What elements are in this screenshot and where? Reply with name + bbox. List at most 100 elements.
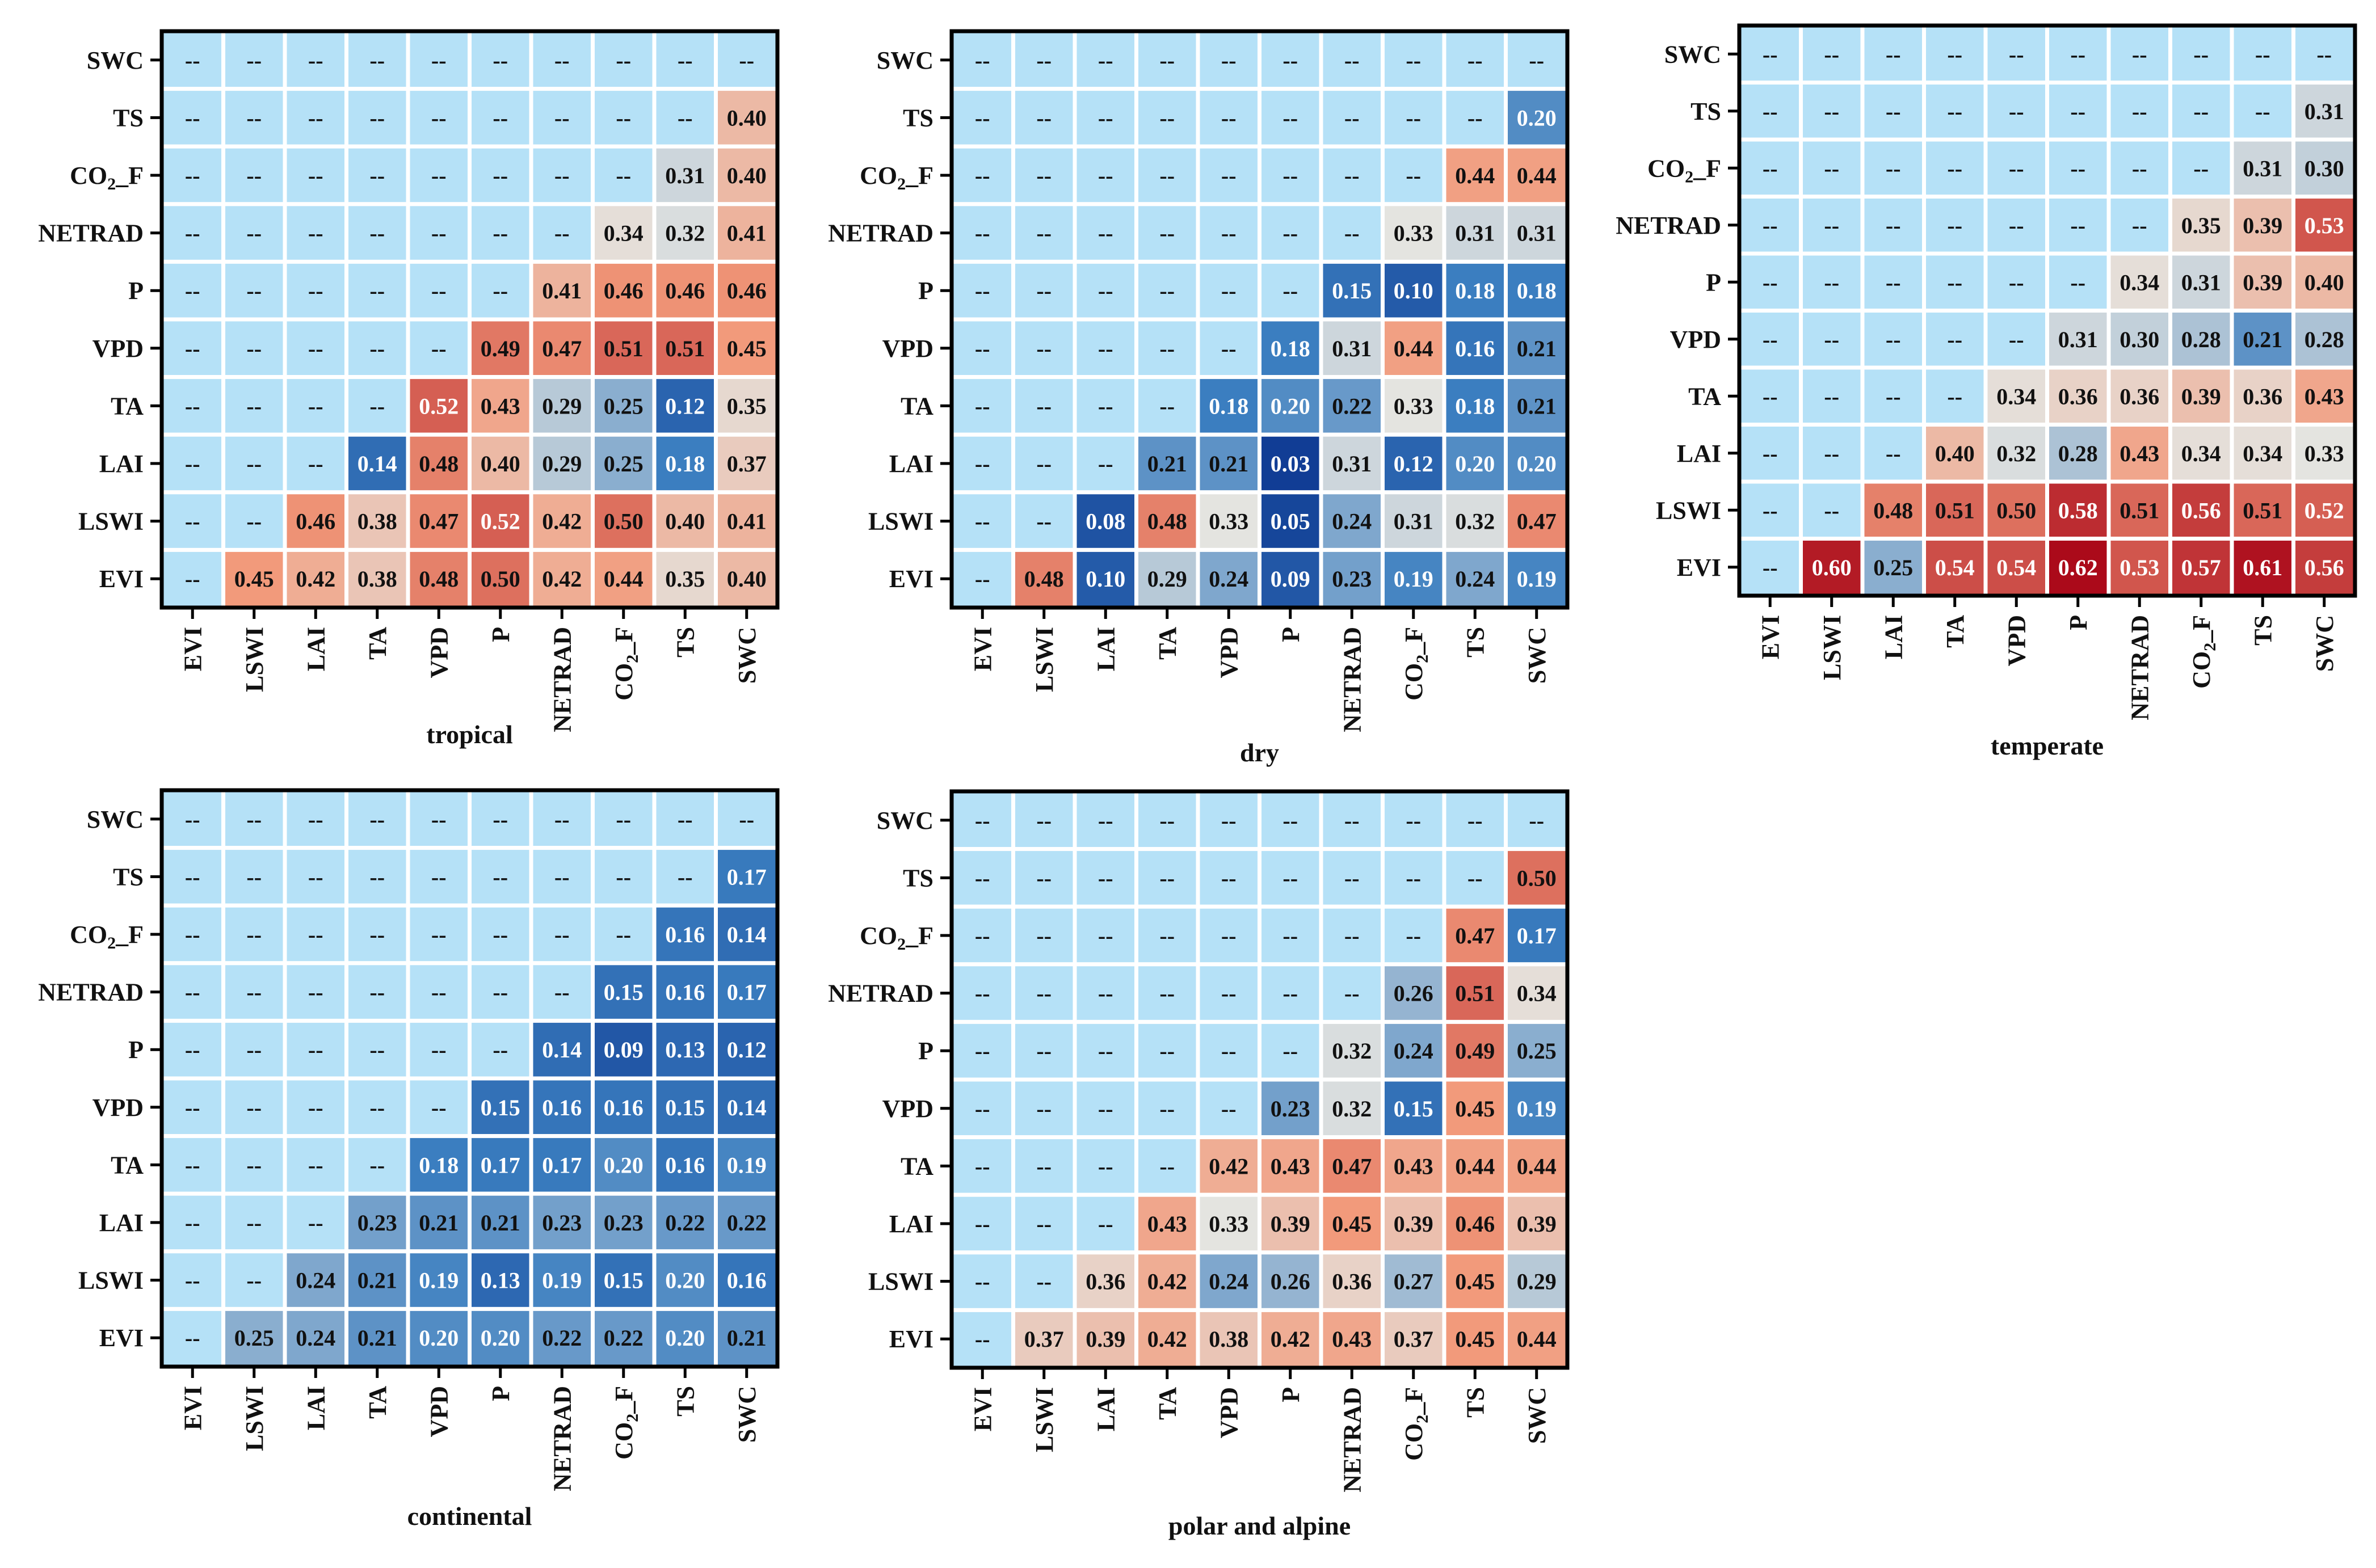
row-label: LAI <box>99 1209 144 1237</box>
row-label: VPD <box>882 1095 933 1123</box>
cell-value-label: -- <box>185 105 200 130</box>
cell-value-label: -- <box>246 922 262 947</box>
cell-value-label: -- <box>1221 1096 1237 1122</box>
cell-value-label: 0.42 <box>542 566 582 592</box>
heatmap-cell <box>1134 904 1200 967</box>
cell-value-label: -- <box>1947 213 1962 238</box>
cell-value-label: -- <box>1886 269 1901 295</box>
heatmap-cell <box>1983 81 2049 142</box>
cell-value-label: -- <box>493 48 508 73</box>
heatmap-cell <box>1134 1135 1200 1197</box>
cell-value-label: -- <box>369 980 385 1005</box>
cell-value-label: -- <box>308 278 323 304</box>
cell-value-label: 0.25 <box>1873 555 1913 580</box>
cell-value-label: -- <box>975 923 990 949</box>
cell-value-label: -- <box>431 105 447 130</box>
heatmap-cell <box>1196 1019 1261 1082</box>
cell-value-label: 0.19 <box>1517 566 1557 592</box>
heatmap-cell <box>1381 1250 1446 1312</box>
heatmap-cell <box>1073 29 1138 91</box>
heatmap-cell <box>2106 251 2172 313</box>
cell-value-label: -- <box>975 105 990 130</box>
cell-value-label: 0.12 <box>727 1037 767 1063</box>
row-label: LSWI <box>78 508 144 536</box>
cell-value-label: 0.17 <box>542 1152 582 1178</box>
col-label: SWC <box>1523 627 1551 684</box>
cell-value-label: -- <box>246 278 262 304</box>
cell-value-label: 0.48 <box>419 451 459 477</box>
heatmap-cell <box>529 87 595 149</box>
heatmap-cell <box>529 846 595 908</box>
row-label: CO2_F <box>1647 154 1721 186</box>
cell-value-label: 0.39 <box>2243 213 2282 238</box>
heatmap-cell <box>221 1076 287 1139</box>
heatmap-cell <box>1799 479 1865 541</box>
row-label: CO2_F <box>860 922 933 954</box>
heatmap-cell <box>344 788 410 850</box>
cell-value-label: 0.47 <box>1455 923 1495 949</box>
heatmap-cell <box>1504 962 1570 1024</box>
cell-value-label: 0.19 <box>1394 566 1433 592</box>
cell-value-label: 0.44 <box>604 566 644 592</box>
col-label: P <box>487 1386 515 1401</box>
cell-value-label: 0.32 <box>1455 509 1495 534</box>
cell-value-label: 0.15 <box>604 980 644 1005</box>
cell-value-label: -- <box>1159 48 1175 73</box>
heatmap-cell <box>591 490 657 552</box>
cell-value-label: -- <box>1159 336 1175 361</box>
heatmap-cell <box>283 1018 348 1081</box>
cell-value-label: -- <box>369 336 385 361</box>
cell-value-label: -- <box>431 336 447 361</box>
cell-value-label: -- <box>1763 441 1778 466</box>
cell-value-label: 0.25 <box>234 1325 274 1351</box>
heatmap-cell <box>1504 144 1570 206</box>
cell-value-label: -- <box>493 922 508 947</box>
row-label: LAI <box>889 1210 933 1238</box>
cell-value-label: 0.31 <box>1455 221 1495 246</box>
cell-value-label: -- <box>554 807 570 832</box>
heatmap-cell <box>714 87 780 149</box>
cell-value-label: -- <box>616 163 631 188</box>
cell-value-label: 0.48 <box>1873 498 1913 523</box>
heatmap-cell <box>1504 317 1570 380</box>
cell-value-label: -- <box>246 105 262 130</box>
cell-value-label: 0.39 <box>1517 1211 1557 1237</box>
cell-value-label: -- <box>246 163 262 188</box>
cell-value-label: 0.18 <box>419 1152 459 1178</box>
cell-value-label: 0.21 <box>1517 336 1557 361</box>
cell-value-label: 0.43 <box>1394 1153 1433 1179</box>
cell-value-label: -- <box>554 922 570 947</box>
cell-value-label: 0.39 <box>2181 383 2221 409</box>
cell-value-label: -- <box>1947 269 1962 295</box>
heatmap-frame <box>159 788 780 1369</box>
cell-value-label: 0.28 <box>2181 327 2221 352</box>
cell-value-label: -- <box>185 1268 200 1293</box>
cell-value-label: -- <box>975 566 990 592</box>
cell-value-label: -- <box>308 1095 323 1120</box>
cell-value-label: 0.18 <box>1271 336 1310 361</box>
cell-value-label: 0.20 <box>1271 393 1310 419</box>
cell-value-label: -- <box>1282 923 1298 949</box>
row-label: EVI <box>99 1324 144 1352</box>
heatmap-cell <box>2230 423 2295 484</box>
heatmap-cell <box>1011 87 1077 149</box>
cell-value-label: 0.18 <box>1455 278 1495 304</box>
heatmap-cell <box>1258 490 1323 552</box>
heatmap-cell <box>1258 317 1323 380</box>
heatmap-cell <box>2168 423 2234 484</box>
cell-value-label: -- <box>1098 808 1113 833</box>
row-label: LSWI <box>868 508 933 536</box>
cell-value-label: 0.50 <box>1996 498 2036 523</box>
heatmap-cell <box>2230 81 2295 142</box>
heatmap-cell <box>652 432 718 495</box>
heatmap-cell <box>1011 432 1077 495</box>
cell-value-label: 0.33 <box>2304 441 2344 466</box>
cell-value-label: 0.39 <box>1086 1326 1125 1352</box>
heatmap-cell <box>1258 432 1323 495</box>
cell-value-label: -- <box>246 221 262 246</box>
cell-value-label: 0.34 <box>2181 441 2221 466</box>
col-label: TA <box>1154 627 1181 660</box>
cell-value-label: -- <box>1221 981 1237 1006</box>
cell-value-label: -- <box>308 864 323 890</box>
col-label: CO2_F <box>1400 1387 1432 1461</box>
